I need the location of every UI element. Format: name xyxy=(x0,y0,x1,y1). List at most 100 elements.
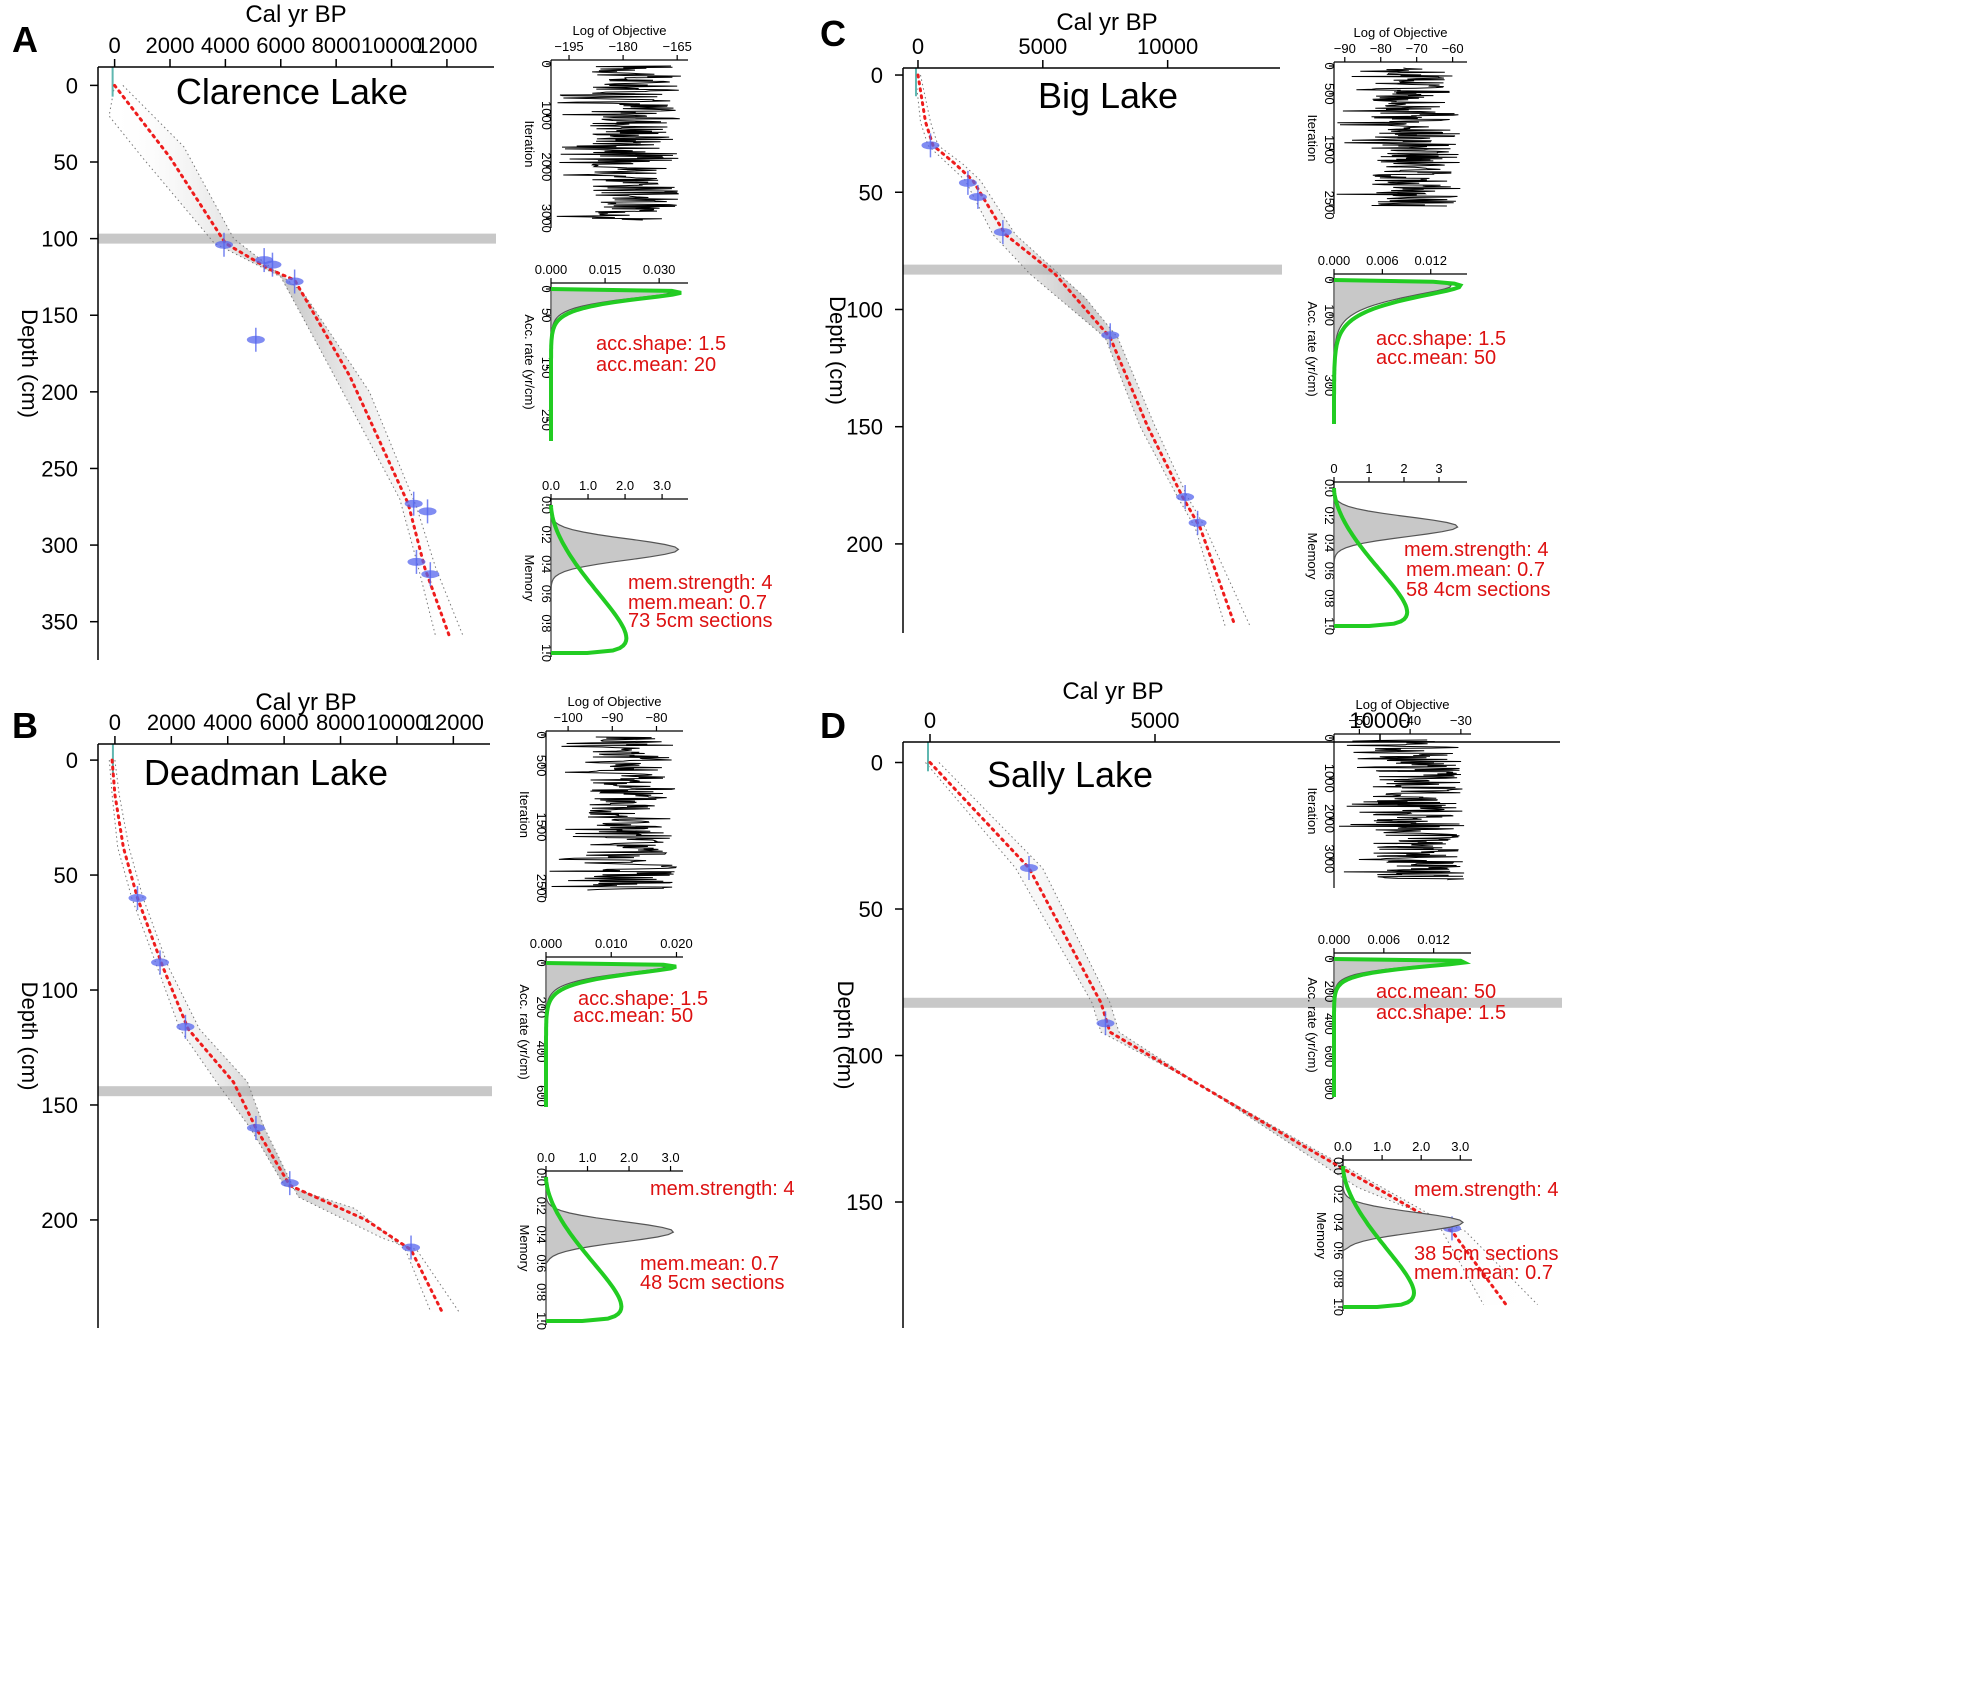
memory-y-tick-label: 0.4 xyxy=(1331,1213,1346,1231)
objective-y-tick-label: 500 xyxy=(534,755,549,777)
lake-title: Clarence Lake xyxy=(176,71,408,112)
accrate-x-tick-label: 0.006 xyxy=(1366,253,1399,268)
x-tick-label: 10000 xyxy=(1137,34,1198,59)
memory-x-tick-label: 0 xyxy=(1330,461,1337,476)
x-tick-label: 10000 xyxy=(361,33,422,58)
y-tick-label: 50 xyxy=(859,180,883,205)
panel-a: A 0 2000 4000 6000 8000 1000012000050100150200… xyxy=(12,1,773,662)
y-tick-label: 150 xyxy=(846,415,883,440)
age-envelope xyxy=(109,760,460,1312)
x-tick-label: 6000 xyxy=(256,33,305,58)
memory-y-tick-label: 0.2 xyxy=(1322,507,1337,525)
memory-annotation: mem.mean: 0.7 xyxy=(1406,559,1545,581)
x-tick-label: 10000 xyxy=(1349,708,1410,733)
accrate-prior xyxy=(549,287,682,441)
memory-y-tick-label: 0.2 xyxy=(1331,1185,1346,1203)
y-tick-label: 0 xyxy=(871,751,883,776)
memory-y-axis-label: Memory xyxy=(1305,533,1320,580)
memory-posterior xyxy=(545,1177,675,1321)
accrate-y-axis-label: Acc. rate (yr/cm) xyxy=(1305,977,1320,1072)
age-envelope xyxy=(915,75,1250,626)
objective-x-tick-label: −180 xyxy=(608,39,637,54)
y-tick-label: 50 xyxy=(54,150,78,175)
y-tick-label: 0 xyxy=(66,748,78,773)
accrate-x-tick-label: 0.000 xyxy=(1318,253,1351,268)
objective-y-tick-label: 1000 xyxy=(539,101,554,130)
memory-x-tick-label: 3 xyxy=(1435,461,1442,476)
objective-y-tick-label: 1500 xyxy=(534,813,549,842)
memory-y-tick-label: 0.6 xyxy=(1331,1242,1346,1260)
objective-trace xyxy=(1338,739,1465,881)
y-axis-label: Depth (cm) xyxy=(825,296,850,405)
memory-y-tick-label: 0.4 xyxy=(1322,534,1337,552)
accrate-x-tick-label: 0.012 xyxy=(1414,253,1447,268)
y-tick-label: 150 xyxy=(41,303,78,328)
memory-y-tick-label: 0.6 xyxy=(534,1254,549,1272)
objective-y-tick-label: 3000 xyxy=(539,204,554,233)
envelope-lower-line xyxy=(938,762,1538,1305)
objective-y-tick-label: 0 xyxy=(1322,62,1337,69)
objective-trace xyxy=(556,65,681,221)
x-tick-label: 8000 xyxy=(316,710,365,735)
envelope-lower-line xyxy=(122,85,464,638)
y-tick-label: 150 xyxy=(41,1093,78,1118)
y-tick-label: 350 xyxy=(41,610,78,635)
memory-y-tick-label: 0.4 xyxy=(534,1226,549,1244)
hiatus-band xyxy=(903,264,1282,275)
memory-x-tick-label: 3.0 xyxy=(653,478,671,493)
memory-y-axis-label: Memory xyxy=(522,555,537,602)
y-tick-label: 100 xyxy=(41,227,78,252)
accrate-x-tick-label: 0.020 xyxy=(660,936,693,951)
panel-letter: A xyxy=(12,19,38,60)
panel-b: B 0 2000 4000 6000 8000 1000012000050100150200… xyxy=(12,689,795,1330)
accrate-y-tick-label: 50 xyxy=(539,308,554,322)
x-tick-label: 2000 xyxy=(146,33,195,58)
objective-x-tick-label: −90 xyxy=(1334,41,1356,56)
y-tick-label: 200 xyxy=(846,532,883,557)
memory-y-axis-label: Memory xyxy=(517,1225,532,1272)
accrate-y-tick-label: 0 xyxy=(539,285,554,292)
lake-title: Big Lake xyxy=(1038,75,1178,116)
x-axis-label: Cal yr BP xyxy=(1062,678,1163,705)
x-tick-label: 12000 xyxy=(423,710,484,735)
accrate-posterior xyxy=(545,962,667,1107)
memory-x-tick-label: 1.0 xyxy=(1373,1139,1391,1154)
envelope-upper-line xyxy=(915,74,1226,627)
memory-x-tick-label: 2.0 xyxy=(616,478,634,493)
age-envelope xyxy=(925,762,1538,1305)
objective-y-tick-label: 2500 xyxy=(534,874,549,903)
memory-x-tick-label: 0.0 xyxy=(537,1150,555,1165)
memory-prior xyxy=(544,1176,624,1323)
hiatus-band xyxy=(98,233,496,244)
x-tick-label: 4000 xyxy=(201,33,250,58)
panel-letter: C xyxy=(820,13,846,54)
accrate-x-tick-label: 0.000 xyxy=(1318,932,1351,947)
accrate-prior xyxy=(1332,957,1472,1097)
accrate-annotation: acc.mean: 50 xyxy=(1376,981,1496,1003)
y-tick-label: 100 xyxy=(41,978,78,1003)
y-tick-label: 100 xyxy=(846,297,883,322)
accrate-x-tick-label: 0.012 xyxy=(1417,932,1450,947)
memory-prior xyxy=(549,504,629,655)
objective-x-tick-label: −40 xyxy=(1399,713,1421,728)
objective-trace xyxy=(549,736,678,891)
memory-x-tick-label: 3.0 xyxy=(662,1150,680,1165)
objective-y-tick-label: 1000 xyxy=(1322,764,1337,793)
memory-annotation: 58 4cm sections xyxy=(1406,579,1551,601)
objective-y-tick-label: 0 xyxy=(534,731,549,738)
objective-y-tick-label: 2000 xyxy=(539,152,554,181)
memory-x-tick-label: 0.0 xyxy=(542,478,560,493)
accrate-y-tick-label: 0 xyxy=(1322,276,1337,283)
x-tick-label: 10000 xyxy=(366,710,427,735)
accrate-annotation: acc.mean: 50 xyxy=(1376,347,1496,369)
x-tick-label: 5000 xyxy=(1018,34,1067,59)
y-tick-label: 200 xyxy=(41,1208,78,1233)
memory-annotation: mem.mean: 0.7 xyxy=(628,592,767,614)
memory-x-tick-label: 2.0 xyxy=(1412,1139,1430,1154)
objective-title: Log of Objective xyxy=(573,23,667,38)
objective-title: Log of Objective xyxy=(1356,697,1450,712)
accrate-annotation: acc.shape: 1.5 xyxy=(1376,328,1506,350)
memory-y-tick-label: 0.2 xyxy=(534,1197,549,1215)
